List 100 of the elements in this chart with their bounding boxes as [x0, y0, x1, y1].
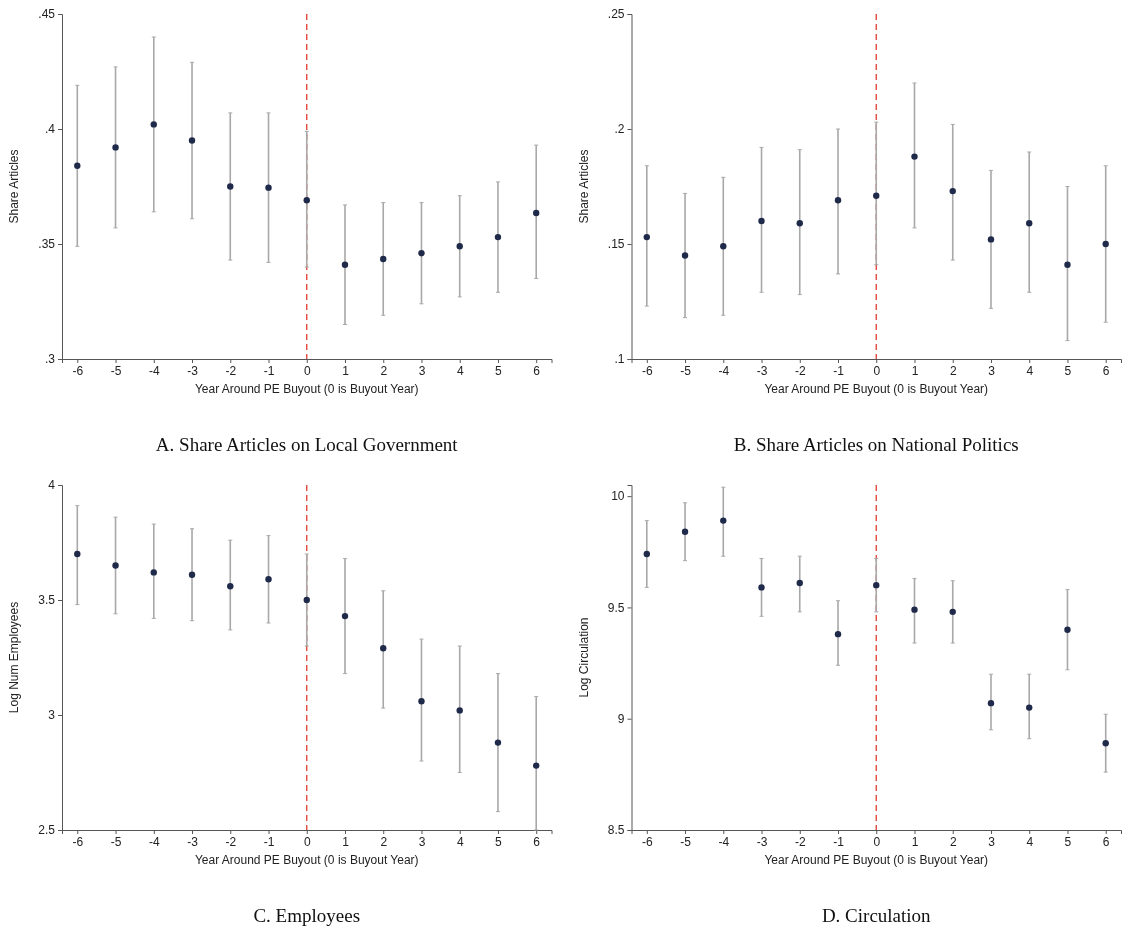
point [1102, 739, 1109, 747]
x-tick-label: -2 [794, 363, 806, 378]
y-axis-title: Share Articles [7, 149, 21, 224]
x-tick-label: -3 [187, 834, 199, 849]
x-tick-label: 6 [1102, 363, 1110, 378]
x-tick-label: 5 [495, 363, 503, 378]
x-tick-label: -4 [718, 363, 730, 378]
point [1102, 240, 1109, 248]
y-tick-label: 3.5 [38, 593, 56, 608]
x-tick-label: 0 [303, 363, 311, 378]
x-tick-label: -4 [718, 834, 730, 849]
x-tick-label: -6 [72, 834, 84, 849]
point [533, 762, 540, 769]
x-tick-label: 0 [303, 834, 311, 849]
point [494, 233, 502, 241]
point [987, 699, 995, 707]
point [456, 243, 463, 250]
x-tick-label: 6 [533, 363, 541, 378]
point [227, 183, 234, 190]
y-tick-label: .35 [38, 237, 56, 252]
point [150, 569, 157, 576]
y-axis-title: Share Articles [576, 149, 591, 224]
point [834, 630, 842, 638]
x-tick-label: 5 [495, 834, 503, 849]
x-tick-label: -6 [72, 363, 84, 378]
y-tick-label: 3 [48, 708, 56, 723]
point [720, 243, 727, 250]
y-tick-label: 9.5 [607, 600, 625, 615]
point [341, 261, 349, 268]
point [1026, 220, 1033, 227]
y-tick-label: 9 [617, 712, 625, 727]
text: B. Share Articles on National Politics [733, 434, 1019, 455]
x-tick-label: -3 [756, 834, 768, 849]
point [720, 517, 727, 524]
x-axis-title: Year Around PE Buyout (0 is Buyout Year) [764, 853, 989, 867]
point [1064, 261, 1071, 268]
x-tick-label: -2 [225, 834, 237, 849]
point [681, 252, 689, 259]
point [227, 583, 234, 590]
text: C. Employees [253, 905, 361, 926]
y-tick-label: 2.5 [38, 823, 56, 838]
x-tick-label: -6 [641, 834, 653, 849]
point [456, 707, 463, 714]
x-tick-label: 2 [949, 363, 957, 378]
x-tick-label: -2 [794, 834, 806, 849]
x-tick-label: 2 [380, 363, 388, 378]
point [112, 562, 119, 569]
y-tick-label: 8.5 [607, 823, 625, 838]
x-axis-title: Year Around PE Buyout (0 is Buyout Year) [194, 853, 419, 867]
x-tick-label: 3 [418, 363, 426, 378]
point [265, 576, 272, 583]
x-tick-label: 4 [456, 363, 464, 378]
x-tick-label: 6 [1102, 834, 1110, 849]
x-tick-label: 2 [949, 834, 957, 849]
text: D. Circulation [821, 905, 932, 926]
y-tick-label: .3 [44, 352, 56, 367]
x-tick-label: -5 [110, 363, 122, 378]
point [303, 197, 310, 204]
x-tick-label: 1 [911, 363, 919, 378]
point [74, 162, 81, 169]
x-tick-label: 3 [988, 834, 996, 849]
point [1026, 704, 1033, 711]
point [112, 144, 119, 151]
point [834, 197, 842, 204]
x-tick-label: -1 [833, 834, 845, 849]
x-tick-label: 2 [380, 834, 388, 849]
y-tick-label: .4 [44, 122, 56, 137]
point [418, 698, 425, 705]
x-tick-label: 5 [1064, 363, 1072, 378]
x-axis-title: Year Around PE Buyout (0 is Buyout Year) [194, 382, 419, 396]
point [643, 550, 650, 558]
point [341, 612, 349, 620]
point [949, 187, 956, 195]
point [796, 579, 803, 587]
x-tick-label: -5 [110, 834, 122, 849]
text: A. Share Articles on Local Government [155, 434, 459, 455]
x-tick-label: 4 [1026, 363, 1034, 378]
point [188, 571, 196, 578]
y-tick-label: .15 [607, 237, 625, 252]
x-tick-label: -1 [263, 834, 275, 849]
x-tick-label: -4 [148, 834, 160, 849]
point [987, 236, 995, 243]
point [873, 581, 880, 589]
y-tick-label: .25 [607, 7, 625, 22]
x-tick-label: -2 [225, 363, 237, 378]
y-tick-label: .2 [614, 122, 625, 137]
point [949, 608, 956, 616]
y-tick-label: 10 [611, 489, 625, 504]
y-tick-label: 4 [48, 478, 56, 493]
y-axis-title: Log Num Employees [7, 601, 21, 714]
point [188, 137, 196, 144]
y-axis-title: Log Circulation [576, 617, 591, 698]
point [74, 550, 81, 558]
point [873, 192, 880, 199]
x-tick-label: -6 [641, 363, 653, 378]
x-tick-label: 1 [342, 363, 350, 378]
x-tick-label: 0 [873, 363, 881, 378]
point [265, 184, 272, 191]
point [796, 220, 803, 227]
point [380, 645, 387, 652]
